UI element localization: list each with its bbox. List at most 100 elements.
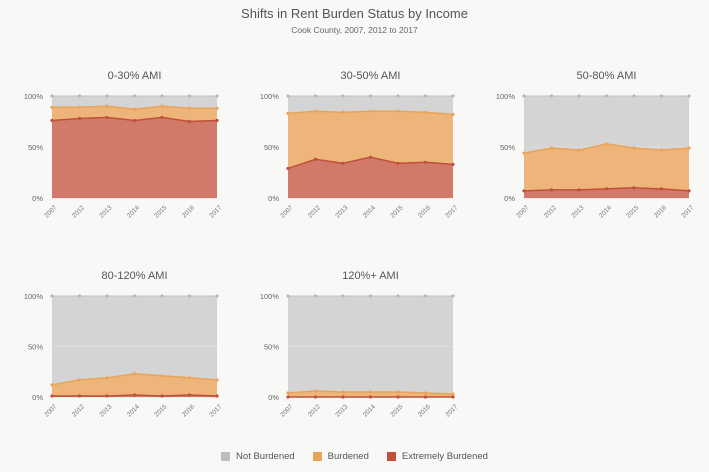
chart4-point-burdened bbox=[187, 376, 192, 380]
chart3-x-tick-label: 2014 bbox=[598, 204, 613, 219]
chart1-area-extremely-burdened bbox=[52, 117, 217, 198]
chart1-y-tick-label: 0% bbox=[32, 194, 43, 203]
legend-swatch-extremely-burdened bbox=[386, 452, 396, 461]
chart5-x-tick-label: 2013 bbox=[334, 403, 349, 418]
chart3-point-extremely-burdened bbox=[632, 186, 636, 190]
chart2-point-extremely-burdened bbox=[341, 161, 345, 165]
chart2-point-not-burdened bbox=[368, 94, 373, 98]
chart2-point-not-burdened bbox=[286, 94, 290, 98]
chart5-point-extremely-burdened bbox=[451, 395, 455, 399]
chart2-x-tick-label: 2014 bbox=[362, 204, 377, 219]
chart5-point-extremely-burdened bbox=[423, 395, 428, 399]
chart1-x-tick-label: 2015 bbox=[153, 204, 168, 219]
chart2-point-extremely-burdened bbox=[286, 166, 290, 171]
chart2-point-burdened bbox=[286, 111, 290, 115]
chart4-point-burdened bbox=[50, 383, 54, 387]
legend: Not Burdened Burdened Extremely Burdened bbox=[0, 451, 709, 462]
chart-title: Shifts in Rent Burden Status by Income bbox=[241, 6, 468, 21]
chart5-point-burdened bbox=[341, 390, 345, 394]
chart2-point-not-burdened bbox=[341, 94, 345, 98]
chart1-point-burdened bbox=[160, 104, 164, 108]
chart3-x-tick-label: 2013 bbox=[570, 204, 585, 219]
chart5-x-tick-label: 2012 bbox=[307, 403, 322, 418]
chart1-point-extremely-burdened bbox=[132, 118, 137, 123]
legend-label-not-burdened: Not Burdened bbox=[236, 451, 295, 462]
chart4-point-burdened bbox=[132, 372, 137, 376]
legend-swatch-not-burdened bbox=[221, 452, 231, 461]
chart3-x-tick-label: 2016 bbox=[653, 204, 668, 219]
chart2-x-tick-label: 2017 bbox=[444, 204, 459, 219]
chart4-x-tick-label: 2012 bbox=[71, 403, 86, 418]
chart5-point-burdened bbox=[451, 392, 455, 396]
chart4-point-burdened bbox=[215, 378, 219, 382]
chart2-title: 30-50% AMI bbox=[341, 70, 401, 82]
chart5-x-tick-label: 2007 bbox=[279, 403, 294, 418]
chart1-point-not-burdened bbox=[50, 94, 54, 98]
legend-item-not-burdened[interactable]: Not Burdened bbox=[221, 451, 295, 462]
chart1-point-not-burdened bbox=[105, 94, 109, 98]
chart5-point-burdened bbox=[286, 391, 290, 395]
chart5-point-burdened bbox=[313, 389, 318, 393]
chart4-point-not-burdened bbox=[132, 294, 137, 298]
chart1-point-extremely-burdened bbox=[105, 115, 109, 120]
chart5-point-not-burdened bbox=[451, 294, 455, 298]
chart1-x-tick-label: 2016 bbox=[181, 204, 196, 219]
chart4-point-not-burdened bbox=[77, 294, 82, 298]
chart2-point-extremely-burdened bbox=[451, 162, 455, 166]
chart4-x-tick-label: 2017 bbox=[208, 403, 223, 418]
chart5-point-burdened bbox=[396, 390, 400, 394]
chart4-point-not-burdened bbox=[160, 294, 164, 298]
legend-item-burdened[interactable]: Burdened bbox=[312, 451, 369, 462]
legend-item-extremely-burdened[interactable]: Extremely Burdened bbox=[386, 451, 488, 462]
chart4-y-tick-label: 0% bbox=[32, 393, 43, 402]
chart4-x-tick-label: 2016 bbox=[181, 403, 196, 418]
chart5-x-tick-label: 2015 bbox=[389, 403, 404, 418]
chart2-point-not-burdened bbox=[313, 94, 318, 98]
chart4-point-extremely-burdened bbox=[105, 394, 109, 398]
chart2-point-burdened bbox=[368, 109, 373, 113]
chart3-point-burdened bbox=[522, 151, 526, 155]
chart5-point-extremely-burdened bbox=[396, 395, 400, 399]
chart3-x-tick-label: 2007 bbox=[515, 204, 530, 219]
chart4-x-tick-label: 2013 bbox=[98, 403, 113, 418]
chart4-area-burdened bbox=[52, 373, 217, 397]
chart3-point-extremely-burdened bbox=[687, 189, 691, 193]
chart3-point-not-burdened bbox=[549, 94, 554, 98]
chart2-y-tick-label: 0% bbox=[268, 194, 279, 203]
chart4-point-extremely-burdened bbox=[132, 393, 137, 397]
chart3-point-not-burdened bbox=[522, 94, 526, 98]
chart4-point-extremely-burdened bbox=[77, 394, 82, 398]
legend-label-burdened: Burdened bbox=[327, 451, 369, 462]
chart1-point-burdened bbox=[50, 105, 54, 109]
chart4-point-extremely-burdened bbox=[160, 394, 164, 398]
chart3-point-burdened bbox=[632, 146, 636, 150]
chart5-x-tick-label: 2016 bbox=[417, 403, 432, 418]
chart2-x-tick-label: 2007 bbox=[279, 204, 294, 219]
chart1-point-not-burdened bbox=[215, 94, 219, 98]
chart5-point-not-burdened bbox=[341, 294, 345, 298]
chart4-point-burdened bbox=[160, 374, 164, 378]
chart3-area-burdened bbox=[524, 143, 689, 198]
chart1-point-burdened bbox=[77, 105, 82, 109]
chart1-point-not-burdened bbox=[160, 94, 164, 98]
chart2-point-not-burdened bbox=[423, 94, 428, 98]
chart5-y-tick-label: 0% bbox=[268, 393, 279, 402]
chart3-title: 50-80% AMI bbox=[577, 70, 637, 82]
chart3-point-extremely-burdened bbox=[659, 187, 664, 191]
chart3-x-tick-label: 2015 bbox=[625, 204, 640, 219]
chart5-x-tick-label: 2014 bbox=[362, 403, 377, 418]
legend-label-extremely-burdened: Extremely Burdened bbox=[401, 451, 488, 462]
chart2-point-burdened bbox=[396, 109, 400, 113]
chart3-point-burdened bbox=[549, 146, 554, 150]
chart4-title: 80-120% AMI bbox=[101, 270, 167, 282]
chart1-x-tick-label: 2013 bbox=[98, 204, 113, 219]
chart2-x-tick-label: 2012 bbox=[307, 204, 322, 219]
chart4-x-tick-label: 2015 bbox=[153, 403, 168, 418]
chart5-point-not-burdened bbox=[396, 294, 400, 298]
chart5-point-not-burdened bbox=[286, 294, 290, 298]
chart1-point-not-burdened bbox=[187, 94, 192, 98]
chart3-y-tick-label: 100% bbox=[496, 92, 516, 101]
chart2-x-tick-label: 2016 bbox=[417, 204, 432, 219]
chart5-y-tick-label: 100% bbox=[260, 292, 280, 301]
chart4-point-burdened bbox=[105, 376, 109, 380]
